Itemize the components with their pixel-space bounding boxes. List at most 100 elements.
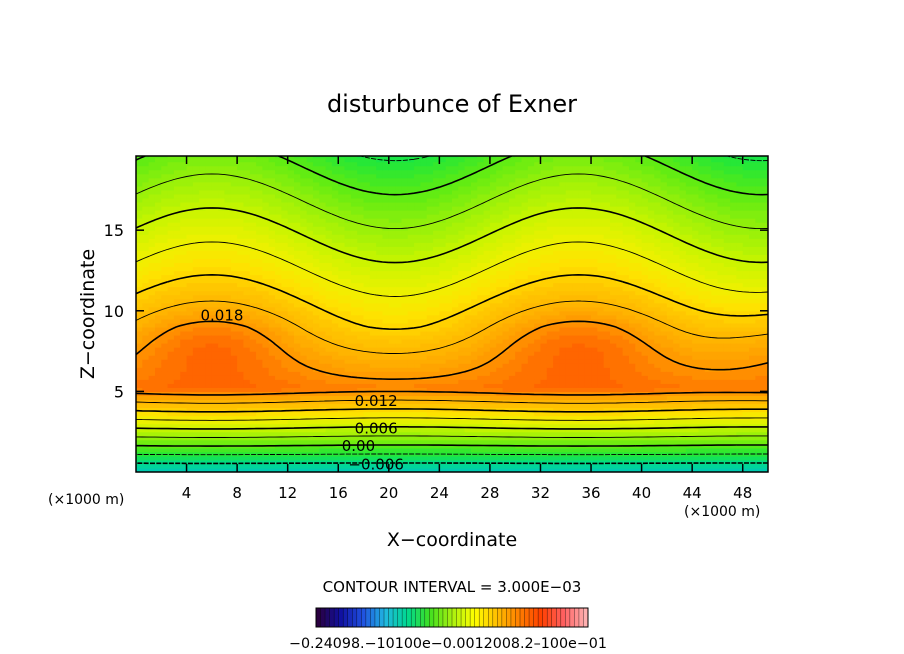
- contour-fill-cell: [167, 427, 175, 433]
- contour-fill-cell: [243, 173, 251, 179]
- contour-fill-cell: [306, 282, 314, 288]
- contour-fill-cell: [136, 282, 143, 288]
- contour-fill-cell: [136, 355, 143, 360]
- contour-fill-cell: [414, 222, 421, 227]
- contour-fill-cell: [306, 165, 314, 171]
- contour-fill-cell: [224, 427, 232, 433]
- contour-fill-cell: [388, 463, 396, 469]
- contour-fill-cell: [300, 294, 308, 300]
- contour-fill-cell: [211, 347, 219, 352]
- contour-fill-cell: [445, 427, 453, 433]
- contour-fill-cell: [331, 161, 339, 167]
- contour-fill-cell: [420, 359, 428, 364]
- contour-fill-cell: [382, 391, 390, 397]
- contour-fill-cell: [192, 282, 200, 288]
- contour-fill-cell: [211, 459, 219, 465]
- contour-fill-cell: [350, 266, 358, 272]
- contour-fill-cell: [300, 156, 308, 159]
- contour-fill-cell: [338, 423, 346, 429]
- contour-fill-cell: [180, 403, 188, 409]
- contour-fill-cell: [388, 431, 396, 437]
- contour-fill-cell: [211, 415, 219, 421]
- contour-fill-cell: [515, 419, 523, 425]
- contour-fill-cell: [312, 351, 320, 356]
- contour-fill-cell: [331, 326, 339, 332]
- contour-fill-cell: [401, 218, 409, 223]
- contour-fill-cell: [287, 395, 295, 401]
- contour-fill-cell: [218, 379, 226, 384]
- contour-fill-cell: [136, 161, 143, 167]
- contour-fill-cell: [338, 351, 346, 356]
- contour-fill-cell: [173, 193, 181, 199]
- contour-fill-cell: [312, 165, 320, 171]
- contour-fill-cell: [344, 379, 352, 384]
- contour-fill-cell: [470, 395, 478, 401]
- contour-fill-cell: [142, 242, 150, 247]
- contour-fill-cell: [230, 222, 238, 227]
- contour-fill-cell: [211, 343, 219, 348]
- contour-fill-cell: [496, 230, 504, 235]
- contour-fill-cell: [199, 282, 207, 288]
- contour-fill-cell: [420, 218, 428, 223]
- contour-fill-cell: [249, 375, 257, 380]
- contour-fill-cell: [218, 467, 226, 472]
- contour-fill-cell: [136, 435, 143, 441]
- contour-fill-cell: [414, 205, 421, 211]
- contour-fill-cell: [376, 387, 384, 392]
- contour-fill-cell: [338, 302, 346, 308]
- contour-fill-cell: [433, 274, 440, 280]
- contour-fill-cell: [376, 310, 384, 316]
- contour-fill-cell: [369, 201, 377, 207]
- contour-fill-cell: [445, 274, 453, 280]
- contour-fill-cell: [319, 347, 327, 352]
- contour-fill-cell: [199, 391, 207, 397]
- contour-fill-cell: [382, 254, 390, 259]
- contour-fill-cell: [224, 347, 232, 352]
- contour-fill-cell: [489, 214, 497, 219]
- contour-fill-cell: [502, 238, 510, 243]
- contour-fill-cell: [180, 201, 188, 207]
- contour-fill-cell: [300, 455, 308, 461]
- contour-fill-cell: [527, 298, 535, 304]
- contour-fill-cell: [483, 403, 491, 409]
- contour-fill-cell: [199, 451, 207, 457]
- contour-fill-cell: [515, 169, 523, 175]
- contour-fill-cell: [262, 197, 270, 203]
- contour-fill-cell: [395, 294, 403, 300]
- contour-fill-cell: [161, 447, 169, 453]
- contour-fill-cell: [136, 306, 143, 312]
- contour-fill-cell: [281, 222, 289, 227]
- contour-fill-cell: [382, 343, 390, 348]
- contour-fill-cell: [237, 286, 245, 292]
- contour-fill-cell: [338, 173, 346, 179]
- contour-fill-cell: [407, 161, 415, 167]
- contour-fill-cell: [439, 250, 447, 255]
- contour-fill-cell: [237, 282, 245, 288]
- contour-fill-cell: [527, 226, 535, 231]
- contour-fill-cell: [445, 161, 453, 167]
- contour-fill-cell: [470, 201, 478, 207]
- contour-fill-cell: [382, 427, 390, 433]
- contour-fill-cell: [148, 431, 156, 437]
- contour-fill-cell: [249, 214, 257, 219]
- contour-fill-cell: [287, 169, 295, 175]
- contour-fill-cell: [199, 310, 207, 316]
- contour-fill-cell: [136, 363, 143, 368]
- contour-fill-cell: [369, 266, 377, 272]
- contour-fill-cell: [527, 467, 535, 472]
- contour-fill-cell: [148, 157, 156, 163]
- contour-fill-cell: [426, 286, 434, 292]
- contour-fill-cell: [407, 363, 415, 368]
- contour-fill-cell: [515, 343, 523, 348]
- contour-fill-cell: [464, 367, 472, 372]
- contour-fill-cell: [319, 359, 327, 364]
- contour-fill-cell: [508, 185, 516, 191]
- contour-fill-cell: [515, 254, 523, 259]
- contour-fill-cell: [205, 459, 213, 465]
- contour-fill-cell: [426, 185, 434, 191]
- contour-fill-cell: [275, 157, 282, 163]
- contour-fill-cell: [439, 222, 447, 227]
- contour-fill-cell: [344, 214, 352, 219]
- contour-fill-cell: [325, 351, 333, 356]
- contour-fill-cell: [142, 161, 150, 167]
